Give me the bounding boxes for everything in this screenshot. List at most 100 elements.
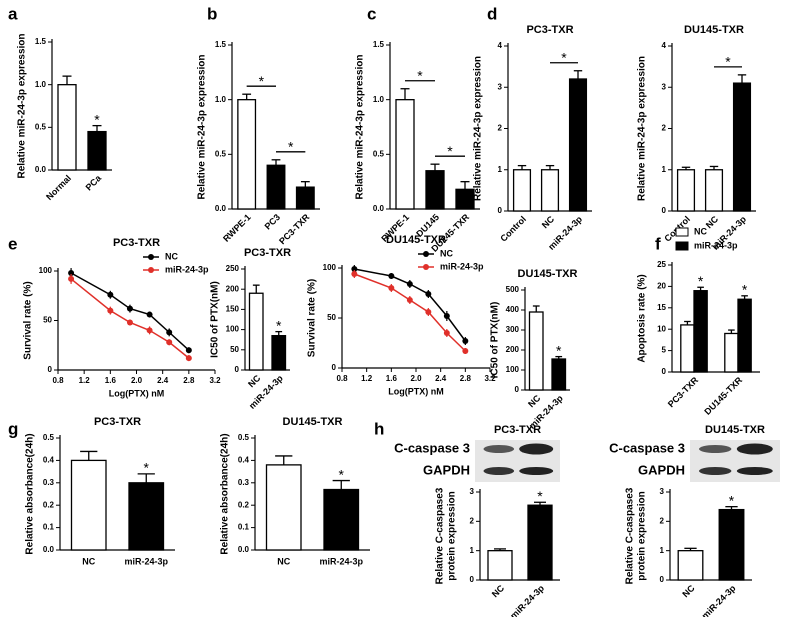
y-tick-label: 0 — [662, 367, 667, 376]
y-tick-label: 3 — [662, 82, 667, 91]
bar — [737, 298, 752, 373]
bar — [265, 464, 302, 551]
blot-band — [519, 467, 554, 475]
y-tick-label: 0 — [515, 385, 520, 394]
x-tick-label: miR-24-3p — [508, 583, 546, 617]
chart-title: PC3-TXR — [526, 24, 573, 36]
point — [388, 273, 395, 279]
x-axis-label: Log(PTX) nM — [388, 386, 444, 396]
x-tick-label: 2.4 — [157, 376, 169, 385]
y-tick-label: 0.2 — [238, 500, 250, 509]
bar — [677, 550, 704, 581]
chart-title: DU145-TXR — [518, 268, 578, 280]
y-tick-label: 0.0 — [373, 204, 385, 213]
significance-star: * — [561, 49, 567, 65]
y-tick-label: 0.0 — [43, 545, 55, 554]
y-tick-label: 300 — [506, 325, 520, 334]
x-tick-label: 3.2 — [209, 376, 221, 385]
y-tick-label: 2 — [470, 516, 475, 525]
series-line — [70, 272, 190, 351]
panel-letter: e — [8, 234, 17, 253]
y-tick-label: 50 — [230, 345, 239, 354]
y-tick-label: 0.5 — [373, 149, 385, 158]
y-tick-label: 100 — [323, 263, 337, 272]
x-tick-label: miR-24-3p — [700, 583, 738, 617]
y-tick-label: 0 — [660, 575, 665, 584]
panel-letter: d — [487, 4, 497, 23]
x-tick-label: 0.8 — [336, 374, 348, 383]
chart-title: DU145-TXR — [684, 24, 744, 36]
series-line — [354, 273, 466, 352]
y-axis-label: Relative absorbance(24h) — [25, 433, 36, 554]
legend-label: NC — [165, 251, 178, 261]
point — [166, 339, 173, 346]
y-tick-label: 50 — [327, 313, 336, 322]
y-tick-label: 400 — [506, 305, 520, 314]
legend-label: miR-24-3p — [440, 261, 484, 271]
y-axis-label: Relative miR-24-3p expression — [17, 33, 28, 178]
y-tick-label: 3 — [660, 487, 665, 496]
significance-star: * — [144, 460, 150, 476]
x-tick-label: NC — [82, 556, 95, 566]
x-tick-label: NC — [680, 583, 697, 600]
y-axis-label: protein expression — [447, 491, 458, 580]
panel-letter: g — [8, 419, 18, 438]
y-axis-label: Relative miR-24-3p expression — [473, 56, 484, 201]
y-tick-label: 0.0 — [238, 545, 250, 554]
y-axis-label: Relative C-caspase3 — [435, 487, 446, 584]
bar — [704, 169, 724, 212]
x-tick-label: 2.8 — [183, 376, 195, 385]
y-tick-label: 100 — [506, 365, 520, 374]
x-tick-label: NC — [246, 373, 263, 390]
point — [126, 319, 133, 326]
x-tick-label: NC — [277, 556, 290, 566]
bar — [455, 188, 475, 210]
significance-star: * — [556, 342, 562, 358]
blot-label: GAPDH — [638, 462, 685, 477]
legend-label: miR-24-3p — [694, 240, 738, 250]
point — [107, 307, 114, 314]
x-tick-label: 2.4 — [435, 374, 447, 383]
y-axis-label: Relative absorbance(24h) — [220, 433, 231, 554]
bar — [693, 290, 708, 373]
y-tick-label: 1 — [470, 546, 475, 555]
y-tick-label: 3 — [498, 82, 503, 91]
panel-letter: f — [655, 234, 661, 253]
y-tick-label: 50 — [43, 316, 52, 325]
x-tick-label: 1.2 — [79, 376, 91, 385]
blot-band — [736, 443, 773, 455]
point — [146, 327, 153, 334]
y-tick-label: 1.5 — [373, 40, 385, 49]
bar — [732, 82, 752, 212]
x-tick-label: 1.6 — [105, 376, 117, 385]
y-tick-label: 15 — [657, 303, 666, 312]
y-tick-label: 4 — [662, 41, 667, 50]
bar — [487, 550, 513, 581]
x-tick-label: PC3-TXR — [666, 375, 701, 410]
y-tick-label: 0.5 — [215, 149, 227, 158]
y-axis-label: protein expression — [637, 491, 648, 580]
point — [146, 311, 153, 318]
y-axis-label: IC50 of PTX(nM) — [490, 302, 501, 379]
y-tick-label: 0.5 — [35, 122, 47, 131]
blot-band — [736, 467, 773, 475]
x-tick-label: miR-24-3p — [124, 556, 168, 566]
y-axis-label: Apoptosis rate (%) — [637, 274, 648, 362]
y-axis-label: Relative miR-24-3p expression — [197, 54, 208, 199]
x-tick-label: Normal — [44, 173, 73, 202]
y-tick-label: 0.5 — [43, 433, 55, 442]
y-tick-label: 500 — [506, 285, 520, 294]
bar — [70, 459, 107, 551]
legend-label: NC — [694, 226, 707, 236]
panel-letter: a — [8, 4, 18, 23]
bar — [527, 504, 553, 581]
panel-letter: h — [374, 419, 384, 438]
y-tick-label: 0.4 — [238, 456, 250, 465]
chart-title: PC3-TXR — [244, 247, 291, 259]
x-tick-label: 1.6 — [386, 374, 398, 383]
point — [351, 271, 358, 277]
chart-title: PC3-TXR — [113, 237, 160, 249]
y-tick-label: 150 — [226, 305, 240, 314]
y-tick-label: 1.0 — [35, 80, 47, 89]
